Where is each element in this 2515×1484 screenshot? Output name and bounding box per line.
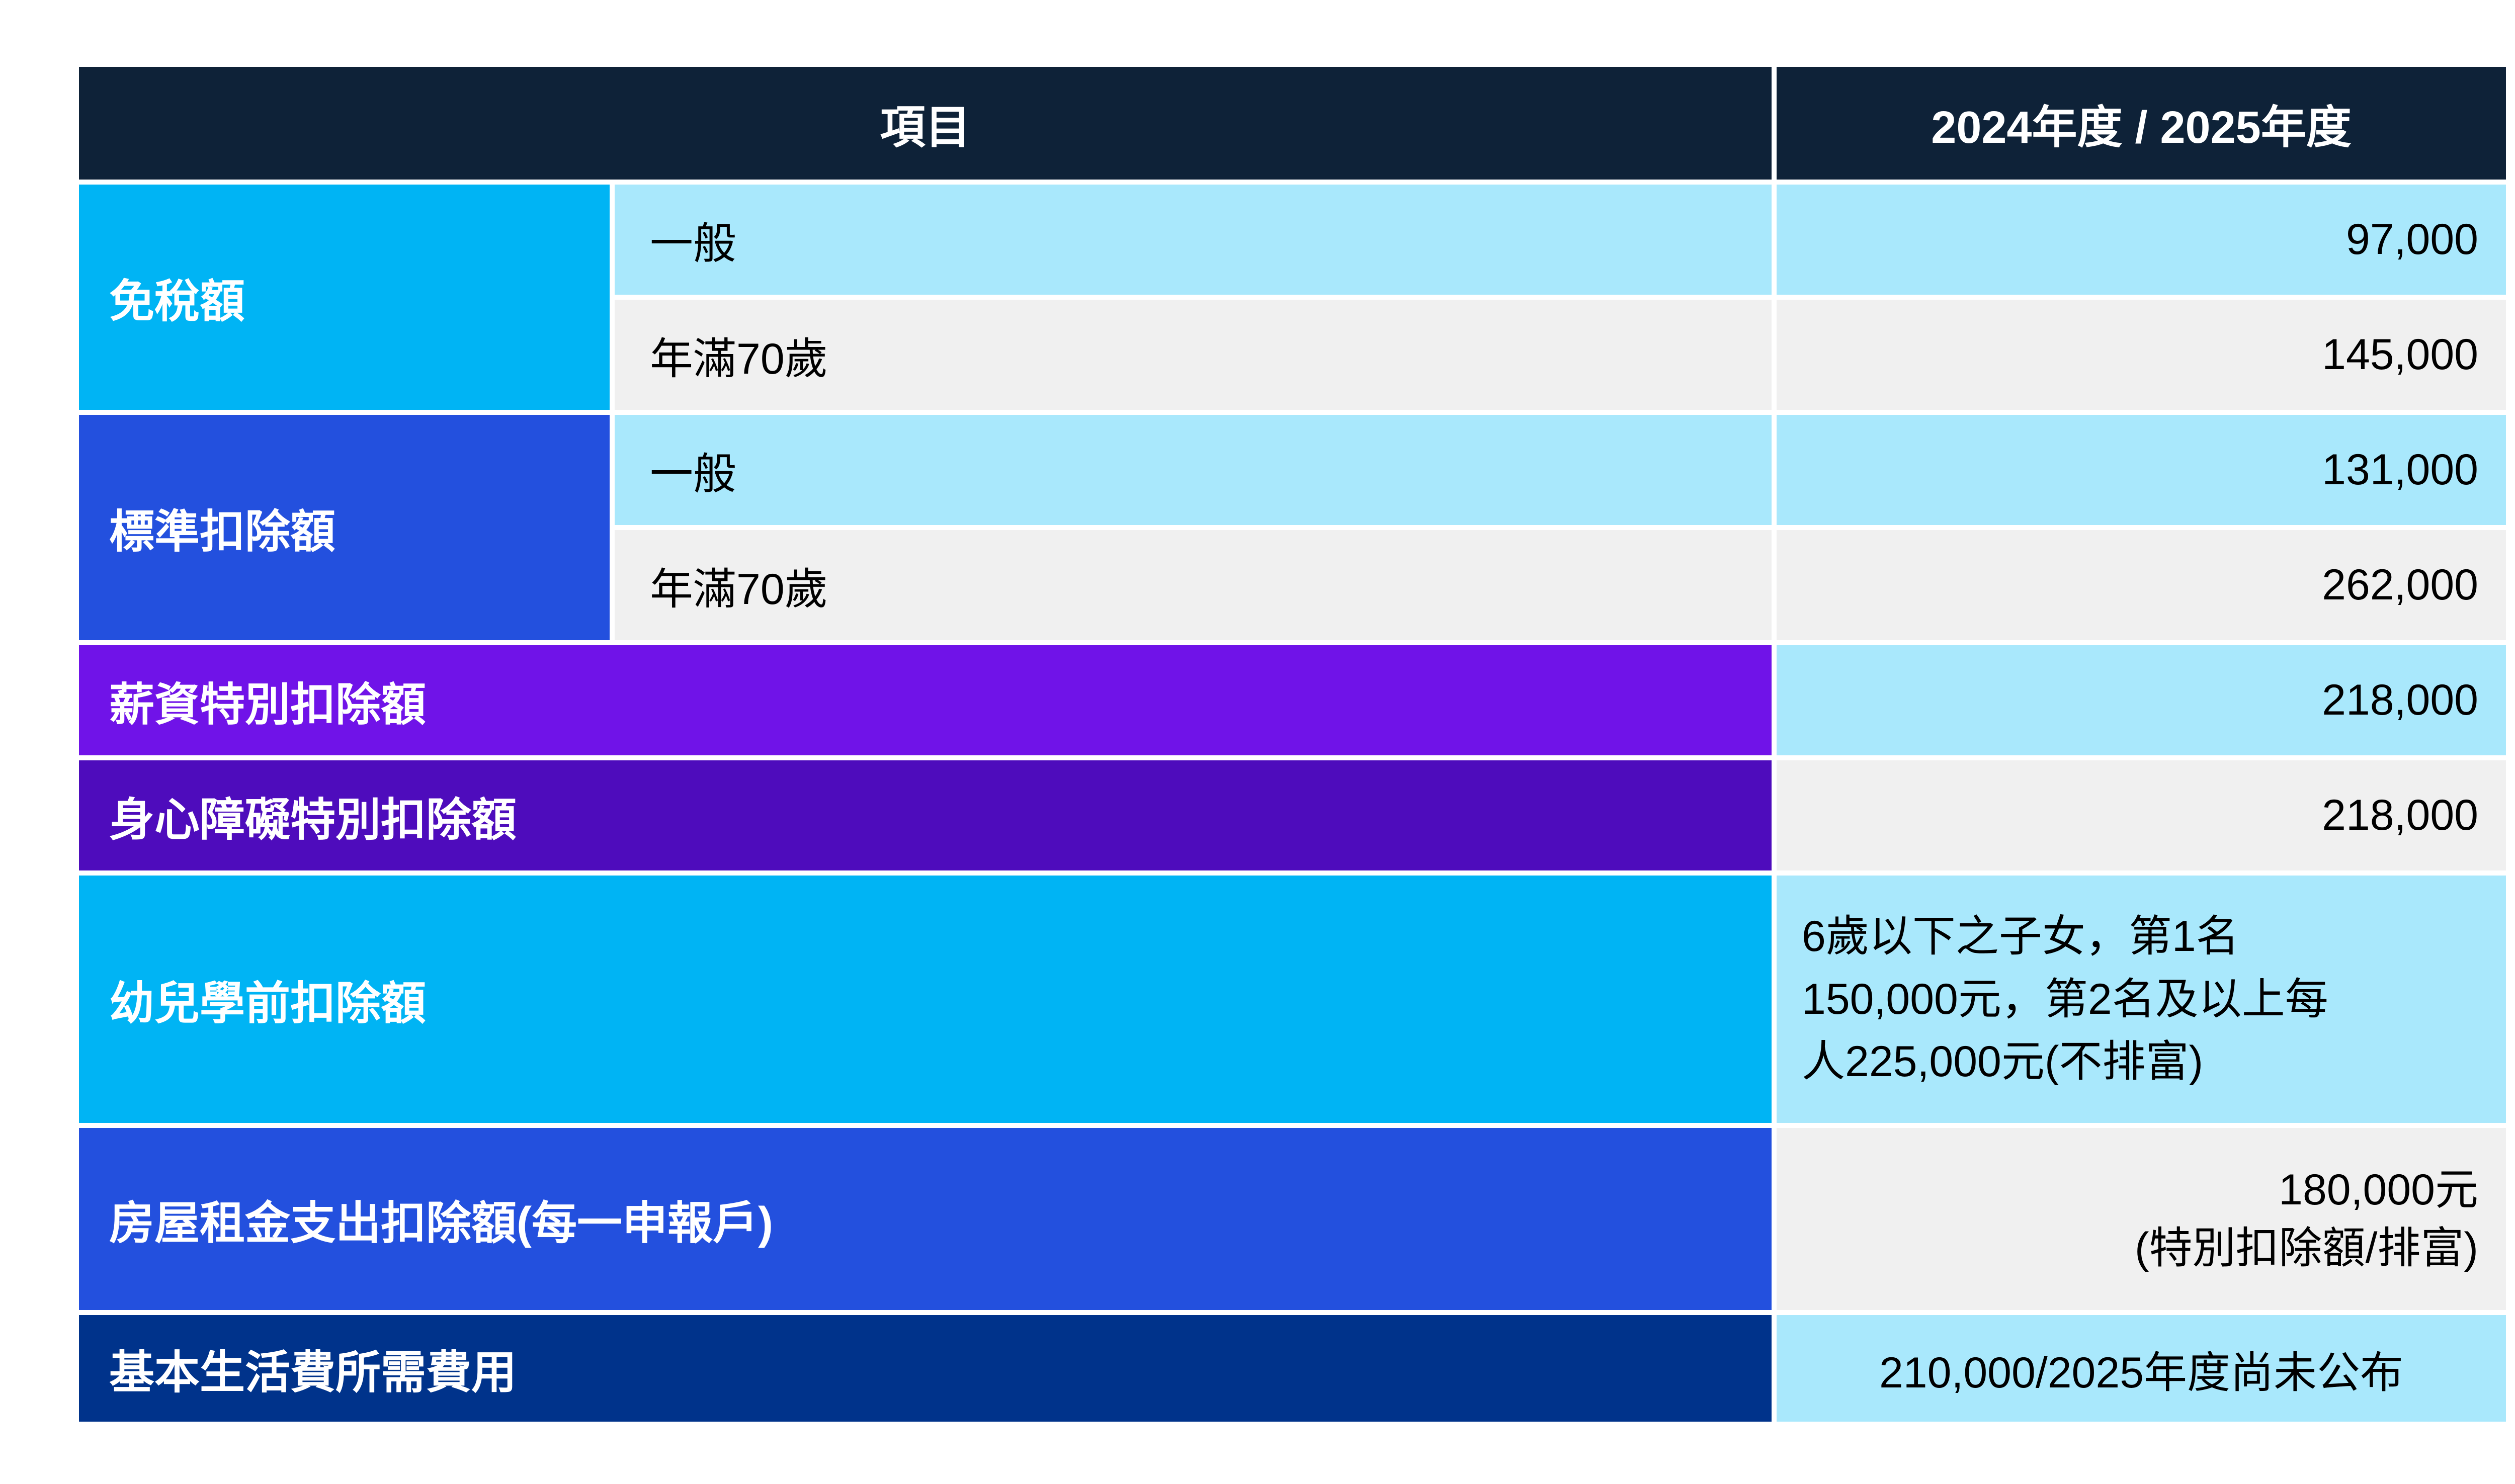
value-cell: 262,000 xyxy=(1777,530,2506,640)
group-cell-exemption: 免稅額 xyxy=(79,185,610,410)
table-row: 基本生活費所需費用 210,000/2025年度尚未公布 xyxy=(79,1315,2506,1422)
value-cell: 218,000 xyxy=(1777,760,2506,870)
table-row: 身心障礙特別扣除額 218,000 xyxy=(79,760,2506,870)
table-row: 薪資特別扣除額 218,000 xyxy=(79,645,2506,755)
label-cell-rent-deduction: 房屋租金支出扣除額(每一申報戶) xyxy=(79,1128,1772,1310)
table-row: 幼兒學前扣除額 6歲以下之子女，第1名 150,000元，第2名及以上每 人22… xyxy=(79,876,2506,1123)
value-cell: 97,000 xyxy=(1777,185,2506,295)
value-cell: 210,000/2025年度尚未公布 xyxy=(1777,1315,2506,1422)
table-row: 房屋租金支出扣除額(每一申報戶) 180,000元 (特別扣除額/排富) xyxy=(79,1128,2506,1310)
value-cell: 6歲以下之子女，第1名 150,000元，第2名及以上每 人225,000元(不… xyxy=(1777,876,2506,1123)
label-cell-disability-special-deduction: 身心障礙特別扣除額 xyxy=(79,760,1772,870)
table-row: 免稅額 一般 97,000 xyxy=(79,185,2506,410)
sub-cell-general: 一般 xyxy=(615,415,1772,525)
group-cell-standard-deduction: 標準扣除額 xyxy=(79,415,610,640)
header-year-cell: 2024年度 / 2025年度 xyxy=(1777,67,2506,180)
value-cell: 218,000 xyxy=(1777,645,2506,755)
header-item-cell: 項目 xyxy=(79,67,1772,180)
value-cell: 145,000 xyxy=(1777,300,2506,410)
table-row: 標準扣除額 一般 131,000 xyxy=(79,415,2506,640)
label-cell-basic-living-expense: 基本生活費所需費用 xyxy=(79,1315,1772,1422)
label-cell-preschool-deduction: 幼兒學前扣除額 xyxy=(79,876,1772,1123)
value-cell: 180,000元 (特別扣除額/排富) xyxy=(1777,1128,2506,1310)
sub-cell-general: 一般 xyxy=(615,185,1772,295)
table-row: 年滿70歲 262,000 xyxy=(79,530,2506,640)
header-row: 項目 2024年度 / 2025年度 xyxy=(79,67,2506,180)
sub-cell-over70: 年滿70歲 xyxy=(615,300,1772,410)
sub-cell-over70: 年滿70歲 xyxy=(615,530,1772,640)
tax-deduction-table: 項目 2024年度 / 2025年度 免稅額 一般 97,000 年滿70歲 1… xyxy=(74,62,2511,1427)
label-cell-salary-special-deduction: 薪資特別扣除額 xyxy=(79,645,1772,755)
value-cell: 131,000 xyxy=(1777,415,2506,525)
table-row: 年滿70歲 145,000 xyxy=(79,300,2506,410)
